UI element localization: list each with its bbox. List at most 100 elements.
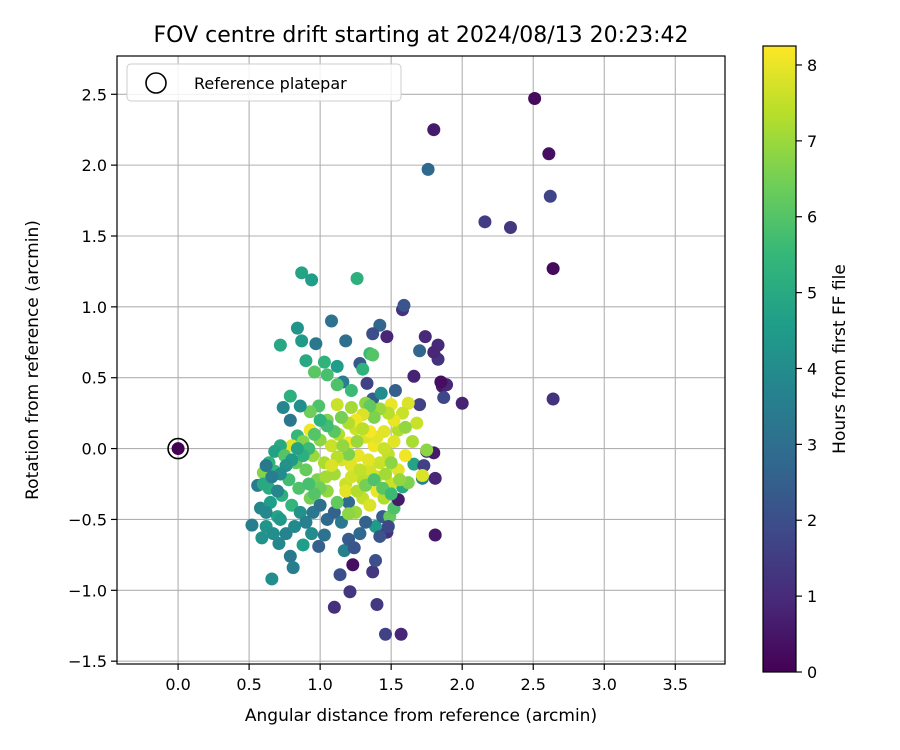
scatter-point: [334, 410, 348, 424]
scatter-point: [417, 459, 431, 473]
scatter-point: [312, 539, 326, 553]
scatter-point: [263, 495, 277, 509]
scatter-point: [407, 369, 421, 383]
legend-entry-reference-platepar: Reference platepar: [194, 74, 347, 93]
scatter-point: [503, 220, 517, 234]
scatter-point: [398, 449, 412, 463]
scatter-point: [309, 337, 323, 351]
scatter-point: [330, 495, 344, 509]
scatter-point: [305, 273, 319, 287]
scatter-point: [325, 459, 339, 473]
y-tick-label: −1.5: [68, 652, 107, 671]
colorbar-tick-label: 7: [807, 132, 817, 151]
x-tick-label: 1.0: [307, 675, 332, 694]
scatter-point: [421, 162, 435, 176]
y-tick-label: 0.0: [82, 440, 107, 459]
scatter-point: [293, 399, 307, 413]
scatter-point: [334, 515, 348, 529]
colorbar-tick-label: 8: [807, 56, 817, 75]
y-tick-label: −1.0: [68, 581, 107, 600]
scatter-point: [313, 413, 327, 427]
x-tick-label: 0.5: [236, 675, 261, 694]
scatter-point: [268, 444, 282, 458]
scatter-point: [384, 487, 398, 501]
scatter-point: [271, 484, 285, 498]
scatter-point: [272, 537, 286, 551]
scatter-point: [265, 572, 279, 586]
scatter-point: [290, 442, 304, 456]
chart-title: FOV centre drift starting at 2024/08/13 …: [154, 23, 689, 48]
scatter-point: [266, 527, 280, 541]
scatter-point: [369, 554, 383, 568]
reference-platepar-marker: [167, 437, 189, 460]
scatter-point: [265, 470, 279, 484]
scatter-point: [418, 330, 432, 344]
plot-frame: [116, 55, 726, 665]
scatter-point: [325, 439, 339, 453]
scatter-point: [542, 147, 556, 161]
x-tick-label: 2.5: [520, 675, 545, 694]
scatter-point: [339, 334, 353, 348]
x-tick-label: 3.0: [592, 675, 617, 694]
scatter-point: [337, 544, 351, 558]
colorbar: [762, 45, 797, 673]
colorbar-ticks: 0 1 2 3 4 5 6 7 8: [796, 56, 817, 682]
scatter-point: [285, 498, 299, 512]
y-tick-label: 2.0: [82, 156, 107, 175]
scatter-point: [317, 528, 331, 542]
scatter-point: [543, 189, 557, 203]
scatter-point: [398, 420, 412, 434]
colorbar-tick-label: 1: [807, 587, 817, 606]
scatter-point: [377, 442, 391, 456]
scatter-point: [319, 470, 333, 484]
scatter-point: [327, 505, 341, 519]
scatter-point: [303, 405, 317, 419]
y-tick-label: 2.5: [82, 85, 107, 104]
scatter-point: [307, 427, 321, 441]
grid: [117, 56, 725, 664]
scatter-point: [256, 477, 270, 491]
scatter-point: [437, 391, 451, 405]
scatter-point: [346, 558, 360, 572]
scatter-point: [428, 471, 442, 485]
scatter-point: [373, 456, 387, 470]
y-axis-label: Rotation from reference (arcmin): [23, 220, 43, 500]
y-tick-label: 1.5: [82, 227, 107, 246]
scatter-point: [387, 434, 401, 448]
x-axis-label: Angular distance from reference (arcmin): [245, 706, 597, 726]
scatter-point: [546, 262, 560, 276]
scatter-point: [344, 470, 358, 484]
scatter-point: [410, 416, 424, 430]
scatter-point: [336, 439, 350, 453]
scatter-point: [367, 410, 381, 424]
scatter-point: [276, 400, 290, 414]
scatter-point: [342, 507, 356, 521]
scatter-point: [313, 498, 327, 512]
scatter-point: [330, 378, 344, 392]
scatter-point: [344, 400, 358, 414]
scatter-point: [415, 469, 429, 483]
x-tick-label: 3.5: [663, 675, 688, 694]
scatter-point: [369, 520, 383, 534]
x-tick-label: 0.0: [165, 675, 190, 694]
scatter-point: [434, 375, 448, 389]
scatter-point: [327, 600, 341, 614]
legend-reference-marker: [145, 72, 167, 94]
legend: Reference platepar: [126, 63, 402, 102]
scatter-point: [413, 344, 427, 358]
scatter-point: [427, 123, 441, 137]
scatter-point: [347, 541, 361, 555]
scatter-point: [356, 422, 370, 436]
scatter-point: [413, 398, 427, 412]
scatter-point: [273, 512, 287, 526]
colorbar-tick-label: 3: [807, 435, 817, 454]
scatter-point: [307, 365, 321, 379]
y-axis-ticks: −1.5 −1.0 −0.5 0.0 0.5 1.0 1.5 2.0 2.5: [68, 85, 117, 671]
scatter-point: [478, 215, 492, 229]
y-tick-label: 0.5: [82, 369, 107, 388]
scatter-point: [394, 627, 408, 641]
scatter-point: [288, 520, 302, 534]
scatter-point: [295, 266, 309, 280]
scatter-point: [373, 529, 387, 543]
